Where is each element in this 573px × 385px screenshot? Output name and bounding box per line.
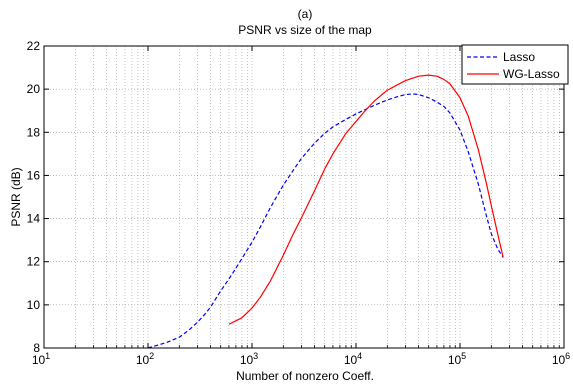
x-tick-label: 104 [344, 351, 362, 367]
legend-label-wg-lasso: WG-Lasso [503, 67, 560, 81]
x-axis-label: Number of nonzero Coeff. [236, 369, 374, 383]
y-tick-label: 16 [27, 168, 41, 182]
x-tick-label: 103 [240, 351, 258, 367]
x-tick-label: 101 [32, 351, 50, 367]
series-line-wg-lasso [228, 74, 504, 325]
legend-label-lasso: Lasso [503, 50, 535, 64]
y-tick-label: 12 [27, 255, 41, 269]
plot-frame [43, 45, 565, 349]
y-tick-label: 14 [27, 212, 41, 226]
y-tick-label: 18 [27, 125, 41, 139]
x-tick-label: 105 [448, 351, 466, 367]
grid-layer [44, 46, 564, 348]
x-tick-label: 102 [136, 351, 154, 367]
series-layer [147, 74, 504, 349]
y-tick-label: 10 [27, 298, 41, 312]
legend-box [461, 44, 569, 85]
y-tick-label: 20 [27, 82, 41, 96]
legend: Lasso WG-Lasso [461, 44, 569, 85]
tick-layer: 101 102 103 104 105 106 8 10 12 14 16 18 20 22 [27, 39, 571, 367]
chart-title: PSNR vs size of the map [238, 23, 372, 37]
panel-label: (a) [298, 7, 313, 21]
y-tick-label: 22 [27, 39, 41, 53]
y-tick-label: 8 [33, 341, 40, 355]
y-axis-label: PSNR (dB) [9, 167, 23, 226]
series-line-lasso [147, 93, 504, 349]
x-tick-label: 106 [552, 351, 570, 367]
